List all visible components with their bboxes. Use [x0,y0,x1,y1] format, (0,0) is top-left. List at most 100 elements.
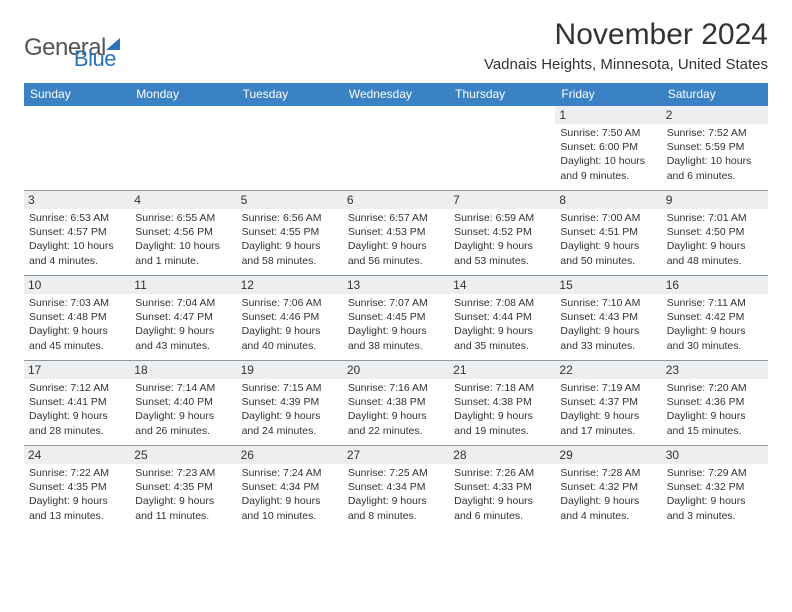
daylight: Daylight: 9 hours and 43 minutes. [135,324,231,352]
sunset: Sunset: 4:42 PM [667,310,763,324]
day-info: Sunrise: 7:26 AMSunset: 4:33 PMDaylight:… [454,466,550,523]
day-number: 27 [343,446,449,464]
day-number: 7 [449,191,555,209]
calendar-day: 9Sunrise: 7:01 AMSunset: 4:50 PMDaylight… [662,191,768,275]
daylight: Daylight: 9 hours and 30 minutes. [667,324,763,352]
daylight: Daylight: 9 hours and 40 minutes. [242,324,338,352]
day-info: Sunrise: 7:04 AMSunset: 4:47 PMDaylight:… [135,296,231,353]
sunset: Sunset: 4:50 PM [667,225,763,239]
day-number: 13 [343,276,449,294]
day-info: Sunrise: 7:10 AMSunset: 4:43 PMDaylight:… [560,296,656,353]
daylight: Daylight: 9 hours and 3 minutes. [667,494,763,522]
sunset: Sunset: 4:41 PM [29,395,125,409]
sunset: Sunset: 4:34 PM [242,480,338,494]
calendar-day: 11 Sunrise: 7:04 AMSunset: 4:47 PMDayligh… [130,276,236,360]
sunset: Sunset: 4:44 PM [454,310,550,324]
day-number: 5 [237,191,343,209]
daylight: Daylight: 9 hours and 8 minutes. [348,494,444,522]
calendar-day: 4Sunrise: 6:55 AMSunset: 4:56 PMDaylight… [130,191,236,275]
sunrise: Sunrise: 7:16 AM [348,381,444,395]
daylight: Daylight: 9 hours and 10 minutes. [242,494,338,522]
day-number: 16 [662,276,768,294]
day-number: 9 [662,191,768,209]
day-number: 17 [24,361,130,379]
daylight: Daylight: 9 hours and 50 minutes. [560,239,656,267]
sunset: Sunset: 4:33 PM [454,480,550,494]
sunrise: Sunrise: 7:04 AM [135,296,231,310]
calendar-day [343,106,449,190]
sunset: Sunset: 4:51 PM [560,225,656,239]
sunrise: Sunrise: 7:23 AM [135,466,231,480]
day-number: 29 [555,446,661,464]
day-number: 11 [130,276,236,294]
calendar-day: 23Sunrise: 7:20 AMSunset: 4:36 PMDayligh… [662,361,768,445]
calendar-body: 1Sunrise: 7:50 AMSunset: 6:00 PMDaylight… [24,106,768,530]
day-number: 2 [662,106,768,124]
sunrise: Sunrise: 7:10 AM [560,296,656,310]
calendar-day: 30Sunrise: 7:29 AMSunset: 4:32 PMDayligh… [662,446,768,530]
logo: General Blue [24,18,116,72]
calendar-day: 1Sunrise: 7:50 AMSunset: 6:00 PMDaylight… [555,106,661,190]
day-info: Sunrise: 6:59 AMSunset: 4:52 PMDaylight:… [454,211,550,268]
day-info: Sunrise: 7:14 AMSunset: 4:40 PMDaylight:… [135,381,231,438]
calendar-week: 3Sunrise: 6:53 AMSunset: 4:57 PMDaylight… [24,190,768,275]
calendar-day: 22Sunrise: 7:19 AMSunset: 4:37 PMDayligh… [555,361,661,445]
calendar-day: 24Sunrise: 7:22 AMSunset: 4:35 PMDayligh… [24,446,130,530]
sunrise: Sunrise: 7:07 AM [348,296,444,310]
sunrise: Sunrise: 7:25 AM [348,466,444,480]
day-number: 25 [130,446,236,464]
title-block: November 2024 Vadnais Heights, Minnesota… [484,18,768,77]
day-info: Sunrise: 7:15 AMSunset: 4:39 PMDaylight:… [242,381,338,438]
day-info: Sunrise: 7:28 AMSunset: 4:32 PMDaylight:… [560,466,656,523]
day-info: Sunrise: 7:16 AMSunset: 4:38 PMDaylight:… [348,381,444,438]
daylight: Daylight: 10 hours and 6 minutes. [667,154,763,182]
sunrise: Sunrise: 7:28 AM [560,466,656,480]
sunset: Sunset: 4:52 PM [454,225,550,239]
calendar-day: 29 Sunrise: 7:28 AMSunset: 4:32 PMDayligh… [555,446,661,530]
sunrise: Sunrise: 7:01 AM [667,211,763,225]
sunset: Sunset: 4:36 PM [667,395,763,409]
calendar-day: 27Sunrise: 7:25 AMSunset: 4:34 PMDayligh… [343,446,449,530]
day-info: Sunrise: 7:52 AMSunset: 5:59 PMDaylight:… [667,126,763,183]
sunrise: Sunrise: 7:06 AM [242,296,338,310]
col-sunday: Sunday [24,83,130,106]
day-number: 1 [555,106,661,124]
calendar-week: 24Sunrise: 7:22 AMSunset: 4:35 PMDayligh… [24,445,768,530]
calendar-day: 14Sunrise: 7:08 AMSunset: 4:44 PMDayligh… [449,276,555,360]
sunrise: Sunrise: 7:12 AM [29,381,125,395]
daylight: Daylight: 9 hours and 56 minutes. [348,239,444,267]
day-info: Sunrise: 7:03 AMSunset: 4:48 PMDaylight:… [29,296,125,353]
sunrise: Sunrise: 6:53 AM [29,211,125,225]
daylight: Daylight: 10 hours and 9 minutes. [560,154,656,182]
day-info: Sunrise: 7:19 AMSunset: 4:37 PMDaylight:… [560,381,656,438]
daylight: Daylight: 9 hours and 38 minutes. [348,324,444,352]
sunrise: Sunrise: 7:15 AM [242,381,338,395]
day-number: 23 [662,361,768,379]
sunrise: Sunrise: 7:29 AM [667,466,763,480]
header: General Blue November 2024 Vadnais Heigh… [24,18,768,77]
day-info: Sunrise: 6:56 AMSunset: 4:55 PMDaylight:… [242,211,338,268]
calendar-day: 8Sunrise: 7:00 AMSunset: 4:51 PMDaylight… [555,191,661,275]
sunrise: Sunrise: 6:57 AM [348,211,444,225]
day-info: Sunrise: 6:57 AMSunset: 4:53 PMDaylight:… [348,211,444,268]
sunset: Sunset: 4:57 PM [29,225,125,239]
daylight: Daylight: 9 hours and 6 minutes. [454,494,550,522]
sunrise: Sunrise: 7:52 AM [667,126,763,140]
calendar-day [449,106,555,190]
sunrise: Sunrise: 6:55 AM [135,211,231,225]
daylight: Daylight: 9 hours and 33 minutes. [560,324,656,352]
sunrise: Sunrise: 7:22 AM [29,466,125,480]
col-saturday: Saturday [662,83,768,106]
sunset: Sunset: 4:55 PM [242,225,338,239]
sunset: Sunset: 4:35 PM [29,480,125,494]
calendar-day: 16Sunrise: 7:11 AMSunset: 4:42 PMDayligh… [662,276,768,360]
daylight: Daylight: 9 hours and 28 minutes. [29,409,125,437]
day-info: Sunrise: 7:00 AMSunset: 4:51 PMDaylight:… [560,211,656,268]
daylight: Daylight: 9 hours and 4 minutes. [560,494,656,522]
sunset: Sunset: 4:47 PM [135,310,231,324]
calendar-day: 15Sunrise: 7:10 AMSunset: 4:43 PMDayligh… [555,276,661,360]
calendar-day [24,106,130,190]
calendar-day: 7 Sunrise: 6:59 AMSunset: 4:52 PMDaylight… [449,191,555,275]
col-monday: Monday [130,83,236,106]
calendar-week: 10Sunrise: 7:03 AMSunset: 4:48 PMDayligh… [24,275,768,360]
